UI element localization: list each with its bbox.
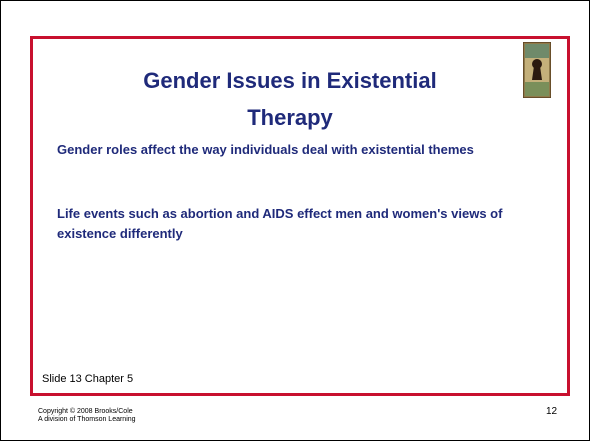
slide-page: Gender Issues in Existential Therapy Gen…	[0, 0, 590, 441]
keyhole-image	[523, 42, 551, 98]
slide-label: Slide 13 Chapter 5	[42, 373, 133, 385]
bullet-text: Life events such as abortion and AIDS ef…	[57, 204, 547, 244]
copyright: Copyright © 2008 Brooks/Cole A division …	[38, 408, 136, 424]
bullet-text: Gender roles affect the way individuals …	[57, 140, 547, 160]
copyright-line: A division of Thomson Learning	[38, 416, 136, 424]
page-number: 12	[546, 406, 557, 417]
copyright-line: Copyright © 2008 Brooks/Cole	[38, 408, 136, 416]
slide-title: Gender Issues in Existential Therapy	[112, 62, 468, 136]
